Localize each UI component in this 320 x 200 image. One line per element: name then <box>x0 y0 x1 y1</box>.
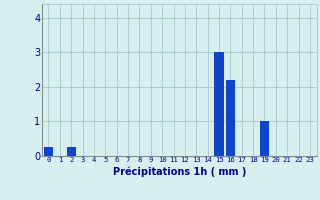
X-axis label: Précipitations 1h ( mm ): Précipitations 1h ( mm ) <box>113 166 246 177</box>
Bar <box>67 147 76 156</box>
Bar <box>214 52 224 156</box>
Bar <box>44 147 53 156</box>
Bar <box>226 80 235 156</box>
Bar <box>260 121 269 156</box>
